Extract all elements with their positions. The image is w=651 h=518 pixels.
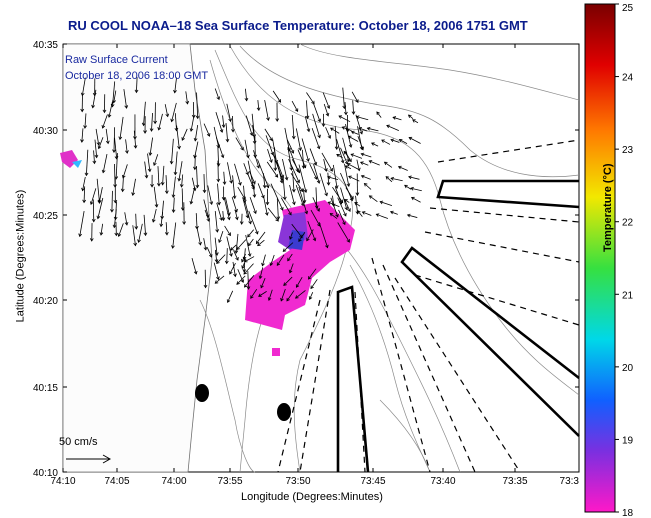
annotation-line2: October 18, 2006 18:00 GMT [65,70,209,82]
y-tick-label: 40:30 [33,126,58,137]
buoy-marker [195,384,209,402]
annotation-line1: Raw Surface Current [65,54,168,66]
x-axis-label: Longitude (Degrees:Minutes) [241,491,383,503]
y-tick-label: 40:25 [33,211,58,222]
colorbar-tick-label: 18 [622,508,634,518]
colorbar [584,3,616,513]
x-tick-label: 74:05 [104,476,129,487]
x-tick-label: 73:40 [430,476,455,487]
colorbar-label: Temperature (°C) [602,163,614,252]
x-tick-label: 73:45 [360,476,385,487]
coverage-wedges [336,179,580,473]
y-tick-label: 40:20 [33,296,58,307]
colorbar-tick-label: 23 [622,145,634,156]
x-tick-label: 73:50 [285,476,310,487]
scale-arrow [66,454,112,464]
y-axis-ticks: 40:35 40:30 40:25 40:20 40:15 40:10 [33,40,579,479]
x-axis-ticks: 74:10 74:05 74:00 73:55 73:50 73:45 73:40 73:35… [50,44,580,487]
x-tick-label: 73:35 [502,476,527,487]
y-tick-label: 40:10 [33,468,58,479]
colorbar-tick-label: 20 [622,363,634,374]
x-tick-label: 74:00 [161,476,186,487]
colorbar-tick-label: 22 [622,218,634,229]
y-tick-label: 40:15 [33,383,58,394]
y-tick-label: 40:35 [33,40,58,51]
buoy-marker [277,403,291,421]
colorbar-tick-label: 21 [622,290,634,301]
figure-title: RU COOL NOAA–18 Sea Surface Temperature:… [68,18,528,33]
colorbar-tick-label: 19 [622,435,634,446]
x-tick-label: 73:55 [217,476,242,487]
colorbar-ticks: 25 24 23 22 21 20 19 18 [615,3,634,518]
x-tick-label: 73:3 [560,476,580,487]
y-axis-label: Latitude (Degrees:Minutes) [14,189,27,323]
current-vectors [78,77,422,303]
land-area [62,43,213,473]
colorbar-tick-label: 25 [622,3,634,14]
colorbar-tick-label: 24 [622,73,634,84]
x-tick-label: 74:10 [50,476,75,487]
scale-label: 50 cm/s [59,436,98,448]
